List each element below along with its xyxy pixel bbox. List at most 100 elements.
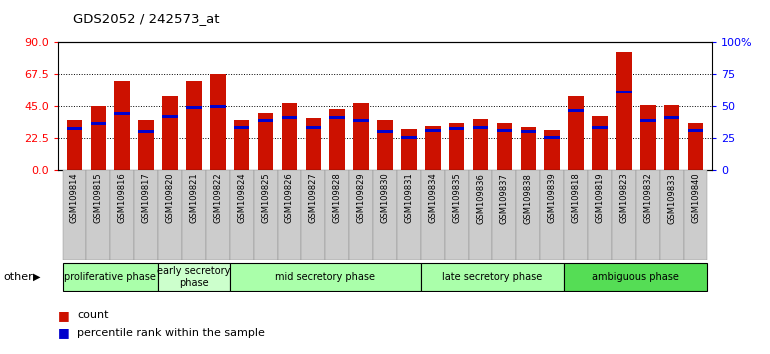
- Text: GSM109832: GSM109832: [643, 173, 652, 223]
- FancyBboxPatch shape: [517, 170, 541, 260]
- FancyBboxPatch shape: [229, 263, 421, 291]
- Bar: [353, 103, 369, 170]
- Bar: [640, 119, 655, 122]
- Text: GDS2052 / 242573_at: GDS2052 / 242573_at: [73, 12, 219, 25]
- Bar: [306, 118, 321, 170]
- Bar: [521, 130, 536, 133]
- Text: ambiguous phase: ambiguous phase: [592, 272, 679, 282]
- Bar: [568, 109, 584, 112]
- FancyBboxPatch shape: [564, 263, 708, 291]
- Bar: [210, 105, 226, 108]
- Text: GSM109826: GSM109826: [285, 173, 294, 223]
- Bar: [473, 126, 488, 129]
- Text: GSM109814: GSM109814: [70, 173, 79, 223]
- FancyBboxPatch shape: [301, 170, 325, 260]
- FancyBboxPatch shape: [373, 170, 397, 260]
- Text: ■: ■: [58, 326, 69, 339]
- Bar: [449, 123, 464, 170]
- Bar: [186, 106, 202, 109]
- Bar: [544, 130, 560, 170]
- FancyBboxPatch shape: [182, 170, 206, 260]
- Text: mid secretory phase: mid secretory phase: [276, 272, 375, 282]
- Bar: [258, 113, 273, 170]
- FancyBboxPatch shape: [229, 170, 253, 260]
- FancyBboxPatch shape: [541, 170, 564, 260]
- Text: GSM109822: GSM109822: [213, 173, 223, 223]
- FancyBboxPatch shape: [397, 170, 421, 260]
- Text: GSM109831: GSM109831: [404, 173, 413, 223]
- Text: proliferative phase: proliferative phase: [65, 272, 156, 282]
- Text: GSM109829: GSM109829: [357, 173, 366, 223]
- Text: percentile rank within the sample: percentile rank within the sample: [77, 328, 265, 338]
- Bar: [377, 120, 393, 170]
- Bar: [67, 120, 82, 170]
- FancyBboxPatch shape: [158, 170, 182, 260]
- FancyBboxPatch shape: [636, 170, 660, 260]
- Text: GSM109819: GSM109819: [595, 173, 604, 223]
- Text: early secretory
phase: early secretory phase: [157, 266, 230, 288]
- FancyBboxPatch shape: [158, 263, 229, 291]
- Bar: [377, 130, 393, 133]
- Text: GSM109827: GSM109827: [309, 173, 318, 223]
- Bar: [67, 127, 82, 130]
- Text: GSM109830: GSM109830: [380, 173, 390, 223]
- Bar: [592, 116, 608, 170]
- Bar: [688, 129, 703, 132]
- FancyBboxPatch shape: [110, 170, 134, 260]
- FancyBboxPatch shape: [325, 170, 349, 260]
- Text: GSM109815: GSM109815: [94, 173, 103, 223]
- Bar: [640, 105, 655, 170]
- Bar: [497, 129, 512, 132]
- Bar: [473, 119, 488, 170]
- FancyBboxPatch shape: [349, 170, 373, 260]
- Bar: [544, 136, 560, 139]
- Text: GSM109838: GSM109838: [524, 173, 533, 223]
- Text: other: other: [4, 272, 34, 282]
- FancyBboxPatch shape: [62, 170, 86, 260]
- FancyBboxPatch shape: [421, 170, 445, 260]
- Text: GSM109817: GSM109817: [142, 173, 151, 223]
- Bar: [521, 127, 536, 170]
- Text: GSM109816: GSM109816: [118, 173, 127, 223]
- FancyBboxPatch shape: [134, 170, 158, 260]
- Text: GSM109825: GSM109825: [261, 173, 270, 223]
- Text: GSM109821: GSM109821: [189, 173, 199, 223]
- Text: GSM109839: GSM109839: [547, 173, 557, 223]
- Bar: [115, 112, 130, 115]
- Bar: [664, 116, 679, 119]
- FancyBboxPatch shape: [277, 170, 301, 260]
- FancyBboxPatch shape: [588, 170, 612, 260]
- Bar: [425, 129, 440, 132]
- Bar: [568, 96, 584, 170]
- Text: GSM109835: GSM109835: [452, 173, 461, 223]
- Text: GSM109824: GSM109824: [237, 173, 246, 223]
- Bar: [210, 74, 226, 170]
- Bar: [401, 136, 417, 139]
- Bar: [449, 127, 464, 130]
- Bar: [592, 126, 608, 129]
- Text: GSM109834: GSM109834: [428, 173, 437, 223]
- Text: GSM109837: GSM109837: [500, 173, 509, 223]
- FancyBboxPatch shape: [493, 170, 517, 260]
- Bar: [186, 81, 202, 170]
- Text: late secretory phase: late secretory phase: [443, 272, 543, 282]
- Bar: [616, 91, 631, 93]
- FancyBboxPatch shape: [684, 170, 708, 260]
- Text: ■: ■: [58, 309, 69, 321]
- Bar: [353, 119, 369, 122]
- FancyBboxPatch shape: [421, 263, 564, 291]
- Text: GSM109836: GSM109836: [476, 173, 485, 223]
- Bar: [330, 116, 345, 119]
- Bar: [139, 120, 154, 170]
- Bar: [664, 105, 679, 170]
- Bar: [91, 106, 106, 170]
- Bar: [401, 129, 417, 170]
- FancyBboxPatch shape: [253, 170, 277, 260]
- Bar: [330, 109, 345, 170]
- Bar: [306, 126, 321, 129]
- Bar: [688, 123, 703, 170]
- FancyBboxPatch shape: [612, 170, 636, 260]
- Bar: [162, 115, 178, 118]
- Bar: [91, 122, 106, 125]
- Text: count: count: [77, 310, 109, 320]
